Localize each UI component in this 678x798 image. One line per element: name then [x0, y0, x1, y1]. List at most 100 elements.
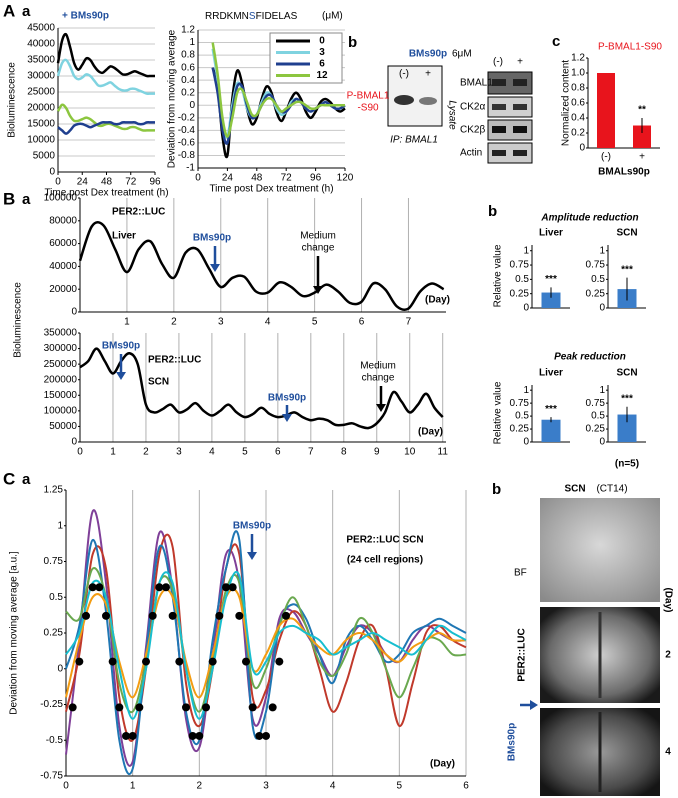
series-line — [65, 567, 467, 714]
legend-label: 0 — [319, 36, 325, 47]
y-axis-label: Normalized content — [561, 60, 572, 146]
y-tick-label: 20000 — [49, 284, 77, 295]
y-tick-label: 15000 — [27, 119, 55, 130]
series-line — [56, 32, 155, 78]
y-tick-label: 5000 — [33, 151, 56, 162]
x-tick-label: 72 — [125, 177, 137, 188]
annotation: PER2::LUC SCN — [346, 535, 423, 546]
series-line — [56, 58, 155, 95]
arrow — [282, 414, 292, 422]
data-dot — [95, 583, 104, 592]
annotation: Medium — [360, 361, 396, 372]
series-line — [65, 588, 467, 699]
x-tick-label: 2 — [143, 447, 149, 458]
data-dot — [155, 583, 164, 592]
data-dot — [142, 657, 150, 666]
x-tick-label: 3 — [218, 317, 224, 328]
arrow — [376, 404, 386, 412]
data-dot — [275, 657, 284, 666]
series-line — [78, 221, 445, 312]
x-tick-label: 4 — [265, 317, 271, 328]
annotation: Medium — [300, 231, 336, 242]
y-tick-label: 0 — [71, 307, 77, 318]
y-tick-label: 1 — [599, 385, 605, 396]
y-tick-label: 0.5 — [515, 411, 529, 422]
blot-band — [513, 104, 527, 110]
series-line — [65, 570, 467, 720]
series-line — [211, 42, 345, 138]
chart-title: Liver — [539, 228, 563, 239]
sample-size: (n=5) — [615, 459, 639, 470]
y-tick-label: 0.5 — [591, 411, 605, 422]
lane-label: + — [517, 57, 523, 68]
arrow — [247, 552, 257, 560]
y-tick-label: 1 — [599, 245, 605, 256]
image-label: (Day) — [662, 587, 673, 612]
panel-label: a — [22, 471, 31, 488]
panel-label: b — [488, 203, 497, 220]
blot-band — [492, 79, 506, 86]
blot-band — [492, 150, 506, 156]
panel-label: C — [3, 469, 15, 488]
data-dot — [68, 703, 77, 712]
protein-label: CK2β — [460, 125, 485, 136]
y-tick-label: 80000 — [49, 215, 77, 226]
y-tick-label: 0 — [523, 303, 529, 314]
x-tick-label: 1 — [124, 317, 130, 328]
blot-image — [487, 142, 533, 164]
data-dot — [242, 657, 250, 666]
bar — [633, 125, 651, 148]
arrow — [530, 700, 538, 710]
bar — [541, 419, 561, 442]
data-dot — [175, 657, 184, 666]
lane-label: (-) — [493, 57, 503, 68]
y-tick-label: 0.2 — [181, 87, 195, 98]
image-panel: SCN (CT14) BF PER2::LUC (Day) 2 4 BMs90p — [507, 484, 673, 796]
blot-band — [513, 126, 527, 133]
y-tick-label: 1 — [523, 385, 529, 396]
x-tick-label: 1 — [110, 447, 116, 458]
y-tick-label: -0.2 — [178, 112, 196, 123]
y-tick-label: 1.2 — [571, 53, 585, 64]
chart-title: + BMs90p — [62, 11, 109, 22]
x-tick-label: 4 — [330, 781, 336, 792]
data-dot — [262, 731, 270, 740]
y-tick-label: 0 — [579, 143, 585, 154]
panel-label: A — [3, 1, 15, 20]
bar — [541, 292, 561, 308]
y-tick-label: 1.25 — [44, 485, 64, 496]
y-tick-label: 45000 — [27, 23, 55, 34]
x-tick-label: 120 — [337, 173, 354, 184]
blot-image — [487, 71, 533, 95]
data-dot — [128, 731, 137, 740]
data-dot — [75, 657, 84, 666]
x-tick-label: 24 — [77, 177, 89, 188]
y-tick-label: 0.75 — [586, 398, 606, 409]
panel-label: a — [22, 191, 31, 208]
y-axis-label: Deviation from moving average [a.u.] — [9, 551, 20, 715]
blot-dose: 6μM — [452, 49, 472, 60]
y-tick-label: 0 — [599, 437, 605, 448]
lane-label: + — [425, 69, 431, 80]
annotation: (Day) — [418, 427, 443, 438]
y-tick-label: -0.75 — [40, 771, 63, 782]
series-line — [57, 121, 155, 135]
image-label: 2 — [665, 650, 671, 661]
x-tick-label: 0 — [63, 781, 69, 792]
blot-image — [487, 96, 533, 118]
y-tick-label: 40000 — [27, 39, 55, 50]
y-tick-label: 0 — [71, 437, 77, 448]
y-tick-label: 0.5 — [591, 274, 605, 285]
x-tick-label: 7 — [308, 447, 314, 458]
x-tick-label: 8 — [341, 447, 347, 458]
x-axis-label: Time post Dex treatment (h) — [44, 188, 168, 199]
y-tick-label: 300000 — [44, 343, 78, 354]
bar — [597, 73, 615, 148]
y-tick-label: -0.25 — [40, 699, 63, 710]
significance: *** — [545, 404, 557, 415]
series-line — [79, 347, 444, 430]
annotation: SCN — [148, 377, 169, 388]
x-tick-label: 1 — [130, 781, 136, 792]
x-tick-label: 5 — [242, 447, 248, 458]
data-dot — [222, 583, 230, 592]
